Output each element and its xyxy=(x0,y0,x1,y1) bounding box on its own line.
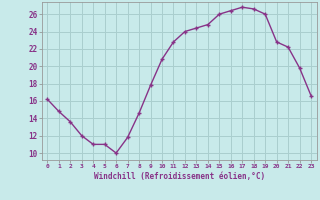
X-axis label: Windchill (Refroidissement éolien,°C): Windchill (Refroidissement éolien,°C) xyxy=(94,172,265,181)
